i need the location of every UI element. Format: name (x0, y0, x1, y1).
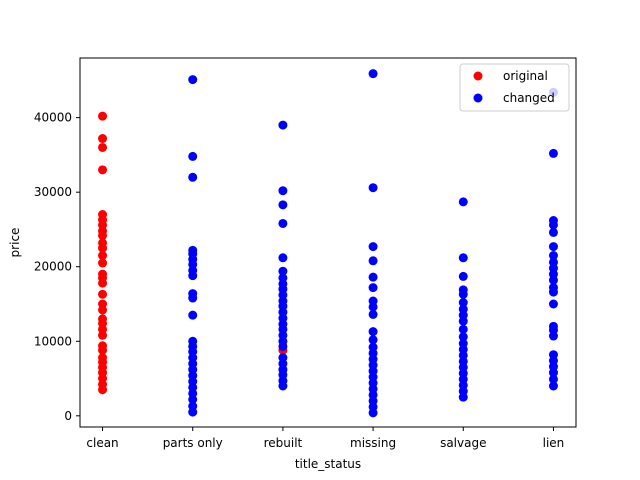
y-tick-label: 30000 (34, 185, 72, 199)
point-changed (188, 289, 198, 299)
point-changed (368, 283, 378, 293)
point-changed (188, 401, 198, 411)
point-changed (548, 257, 558, 267)
y-tick-label: 10000 (34, 334, 72, 348)
x-tick-label: missing (350, 436, 396, 450)
point-original (98, 299, 108, 309)
point-changed (548, 299, 558, 309)
point-changed (278, 353, 288, 363)
y-tick-label: 20000 (34, 260, 72, 274)
y-axis-ticks: 0 10000 20000 30000 40000 (34, 111, 80, 423)
x-axis-label: title_status (295, 457, 361, 471)
point-changed (188, 75, 198, 85)
point-changed (368, 309, 378, 319)
point-original (98, 134, 108, 144)
point-original (98, 142, 108, 152)
point-changed (278, 200, 288, 210)
point-original (98, 258, 108, 268)
plot-frame (79, 57, 577, 428)
point-changed (548, 350, 558, 360)
point-changed (548, 251, 558, 261)
point-changed (458, 324, 468, 334)
point-changed (278, 253, 288, 263)
point-original (98, 251, 108, 261)
point-changed (548, 216, 558, 226)
point-changed (278, 218, 288, 228)
legend-marker-changed (473, 93, 483, 103)
point-changed (458, 253, 468, 263)
point-changed (368, 296, 378, 306)
point-changed (548, 321, 558, 331)
point-original (98, 210, 108, 220)
point-original (98, 238, 108, 248)
x-tick-label: lien (543, 436, 565, 450)
point-changed (548, 283, 558, 293)
point-changed (188, 245, 198, 255)
point-changed (548, 148, 558, 158)
point-changed (368, 183, 378, 193)
x-tick-label: clean (86, 436, 118, 450)
point-original (98, 165, 108, 175)
point-changed (458, 339, 468, 349)
legend-label-original: original (503, 69, 548, 83)
point-changed (548, 227, 558, 237)
x-tick-label: salvage (440, 436, 486, 450)
point-changed (188, 310, 198, 320)
point-changed (458, 332, 468, 342)
y-axis-label: price (8, 228, 22, 258)
point-changed (278, 273, 288, 283)
y-tick-label: 40000 (34, 111, 72, 125)
legend-box (459, 63, 570, 112)
point-changed (368, 242, 378, 252)
point-changed (368, 327, 378, 337)
x-tick-label: rebuilt (264, 436, 303, 450)
point-changed (548, 381, 558, 391)
point-changed (368, 256, 378, 266)
y-tick-label: 0 (64, 409, 72, 423)
point-original (98, 269, 108, 279)
x-axis-ticks: clean parts only rebuilt missing salvage lien (86, 427, 564, 450)
plot-area (80, 58, 576, 427)
point-changed (548, 374, 558, 384)
point-original (98, 353, 108, 363)
point-changed (188, 172, 198, 182)
point-original (98, 289, 108, 299)
point-changed (458, 298, 468, 308)
point-changed (458, 271, 468, 281)
point-changed (458, 197, 468, 207)
point-original (98, 111, 108, 121)
legend-label-changed: changed (503, 91, 555, 105)
point-changed (188, 151, 198, 161)
point-original (98, 314, 108, 324)
point-changed (188, 336, 198, 346)
point-changed (368, 335, 378, 345)
legend: original changed (459, 63, 570, 112)
point-changed (278, 186, 288, 196)
point-changed (278, 120, 288, 130)
legend-marker-original (473, 71, 483, 81)
point-changed (368, 272, 378, 282)
point-changed (548, 242, 558, 252)
point-changed (458, 285, 468, 295)
data-points (98, 69, 558, 418)
point-changed (368, 342, 378, 352)
point-changed (458, 304, 468, 314)
point-original (98, 341, 108, 351)
point-changed (278, 266, 288, 276)
point-changed (368, 69, 378, 79)
x-tick-label: parts only (163, 436, 223, 450)
